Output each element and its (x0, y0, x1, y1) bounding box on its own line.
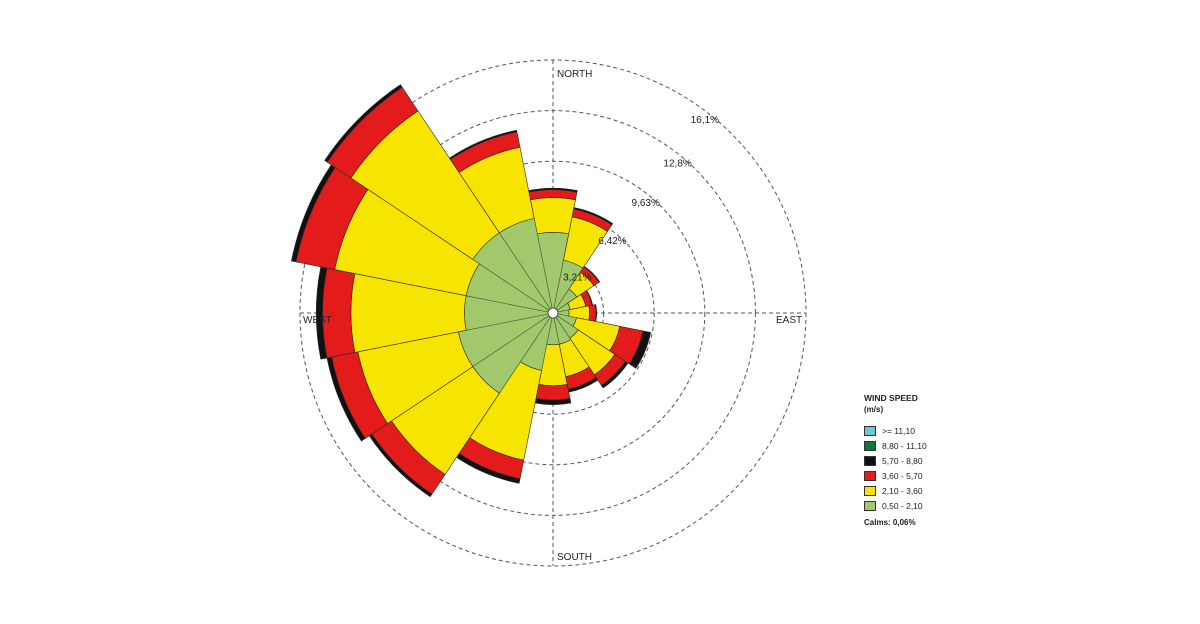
wind-sector-segment (588, 304, 597, 322)
legend-label: 8,80 - 11,10 (882, 440, 927, 451)
legend-item: 0,50 - 2,10 (864, 498, 994, 513)
legend-swatch (864, 485, 876, 496)
wind-sector-segment (628, 330, 652, 369)
wind-sector-segment (528, 187, 578, 193)
legend-item: >= 11,10 (864, 423, 994, 438)
wind-sector-segment (322, 267, 356, 359)
wind-sector-segment (449, 129, 518, 160)
west-label: WEST (303, 315, 332, 326)
ring-label: 9,63% (632, 198, 660, 209)
legend-item: 3,60 - 5,70 (864, 468, 994, 483)
calms-note: Calms: 0,06% (864, 518, 916, 527)
chart-labels: NORTH EAST SOUTH WEST 3,21% 6,42% 9,63% … (303, 69, 802, 563)
legend-unit: (m/s) (864, 405, 884, 414)
north-label: NORTH (557, 69, 592, 80)
legend-swatch (864, 425, 876, 436)
legend-swatch (864, 470, 876, 481)
wind-sector-segment (530, 197, 576, 235)
legend-label: 2,10 - 3,60 (882, 485, 923, 496)
legend-swatch (864, 455, 876, 466)
wind-speed-legend: WIND SPEED (m/s) >= 11,10 8,80 - 11,10 5… (864, 393, 994, 527)
wind-sectors (291, 84, 652, 498)
legend-label: 5,70 - 8,80 (882, 455, 923, 466)
legend-swatch (864, 440, 876, 451)
legend-label: 0,50 - 2,10 (882, 500, 923, 511)
ring-label: 6,42% (598, 236, 626, 247)
wind-sector-segment (324, 84, 403, 163)
legend-item: 8,80 - 11,10 (864, 438, 994, 453)
wind-sector-segment (600, 360, 629, 389)
legend-swatch (864, 500, 876, 511)
ring-label: 16,1% (691, 115, 719, 126)
wind-sector-segment (583, 265, 601, 283)
legend-item: 5,70 - 8,80 (864, 453, 994, 468)
ring-label: 3,21% (563, 273, 591, 284)
east-label: EAST (776, 315, 802, 326)
legend-label: 3,60 - 5,70 (882, 470, 923, 481)
legend-title: WIND SPEED (864, 393, 918, 403)
south-label: SOUTH (557, 552, 592, 563)
wind-sector-segment (535, 384, 571, 401)
calm-center-circle (547, 307, 559, 319)
ring-label: 12,8% (663, 159, 691, 170)
legend-item: 2,10 - 3,60 (864, 483, 994, 498)
wind-sector-segment (573, 207, 614, 226)
legend-label: >= 11,10 (882, 425, 915, 436)
